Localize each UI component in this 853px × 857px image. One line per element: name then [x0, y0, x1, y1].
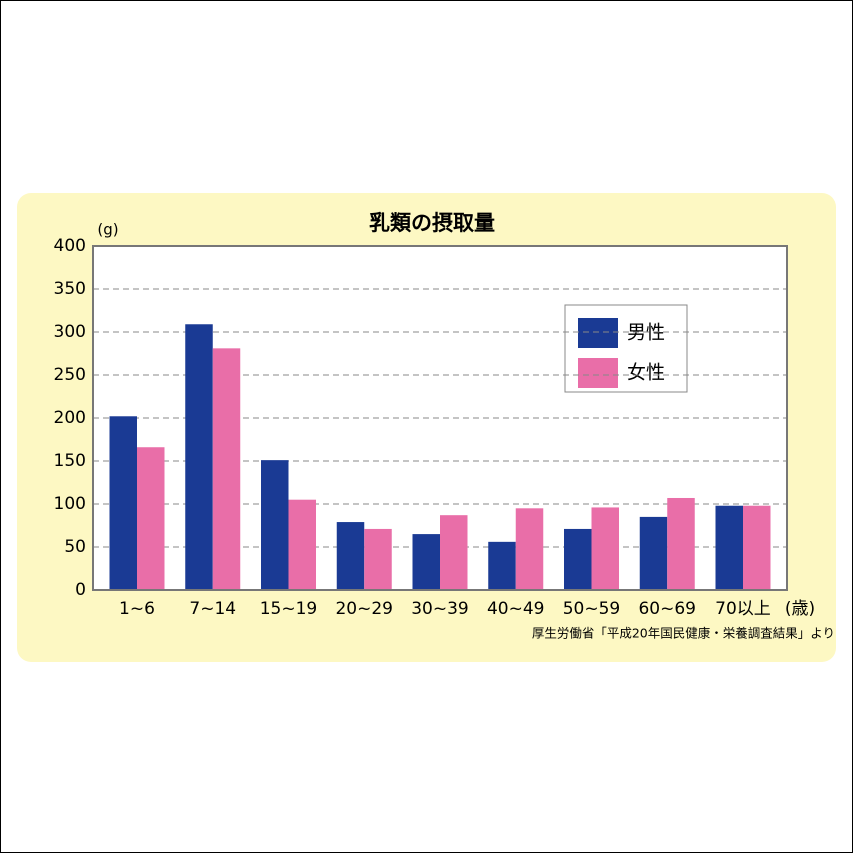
bar [667, 497, 695, 590]
legend-label: 女性 [627, 362, 665, 384]
bar [412, 534, 440, 590]
x-tick-label: 40~49 [487, 599, 545, 619]
x-tick-label: 7~14 [189, 599, 236, 619]
y-tick-label: 50 [64, 537, 86, 557]
legend-swatch [578, 358, 618, 388]
x-unit: (歳) [785, 599, 815, 619]
bar [564, 528, 592, 590]
bar [488, 541, 516, 590]
x-tick-label: 1~6 [119, 599, 155, 619]
y-tick-label: 350 [54, 279, 86, 299]
bar [261, 460, 289, 590]
bar [109, 416, 137, 590]
bar [336, 522, 365, 590]
y-tick-label: 100 [54, 494, 86, 514]
y-unit: (g) [97, 221, 118, 239]
y-tick-label: 0 [75, 580, 86, 600]
bar [185, 324, 213, 590]
bar [743, 505, 771, 590]
source-note: 厚生労働省「平成20年国民健康・栄養調査結果」より [532, 626, 835, 641]
bar [639, 516, 668, 590]
x-tick-label: 30~39 [411, 599, 469, 619]
bar [288, 499, 316, 590]
y-tick-label: 400 [54, 236, 86, 256]
bar [364, 528, 392, 590]
y-tick-label: 250 [54, 365, 86, 385]
y-tick-label: 200 [54, 408, 86, 428]
x-tick-label: 70以上 [715, 599, 771, 619]
legend-swatch [578, 318, 618, 348]
x-tick-label: 20~29 [335, 599, 393, 619]
bar [591, 507, 619, 590]
x-tick-label: 50~59 [563, 599, 621, 619]
bar [715, 505, 743, 590]
chart-title: 乳類の摂取量 [369, 211, 495, 235]
y-tick-label: 300 [54, 322, 86, 342]
bar [515, 508, 544, 590]
bar [137, 447, 165, 590]
y-tick-label: 150 [54, 451, 86, 471]
plot-border [92, 245, 788, 591]
x-tick-label: 60~69 [638, 599, 696, 619]
x-tick-label: 15~19 [260, 599, 318, 619]
bar [440, 515, 468, 590]
bar [212, 348, 241, 590]
